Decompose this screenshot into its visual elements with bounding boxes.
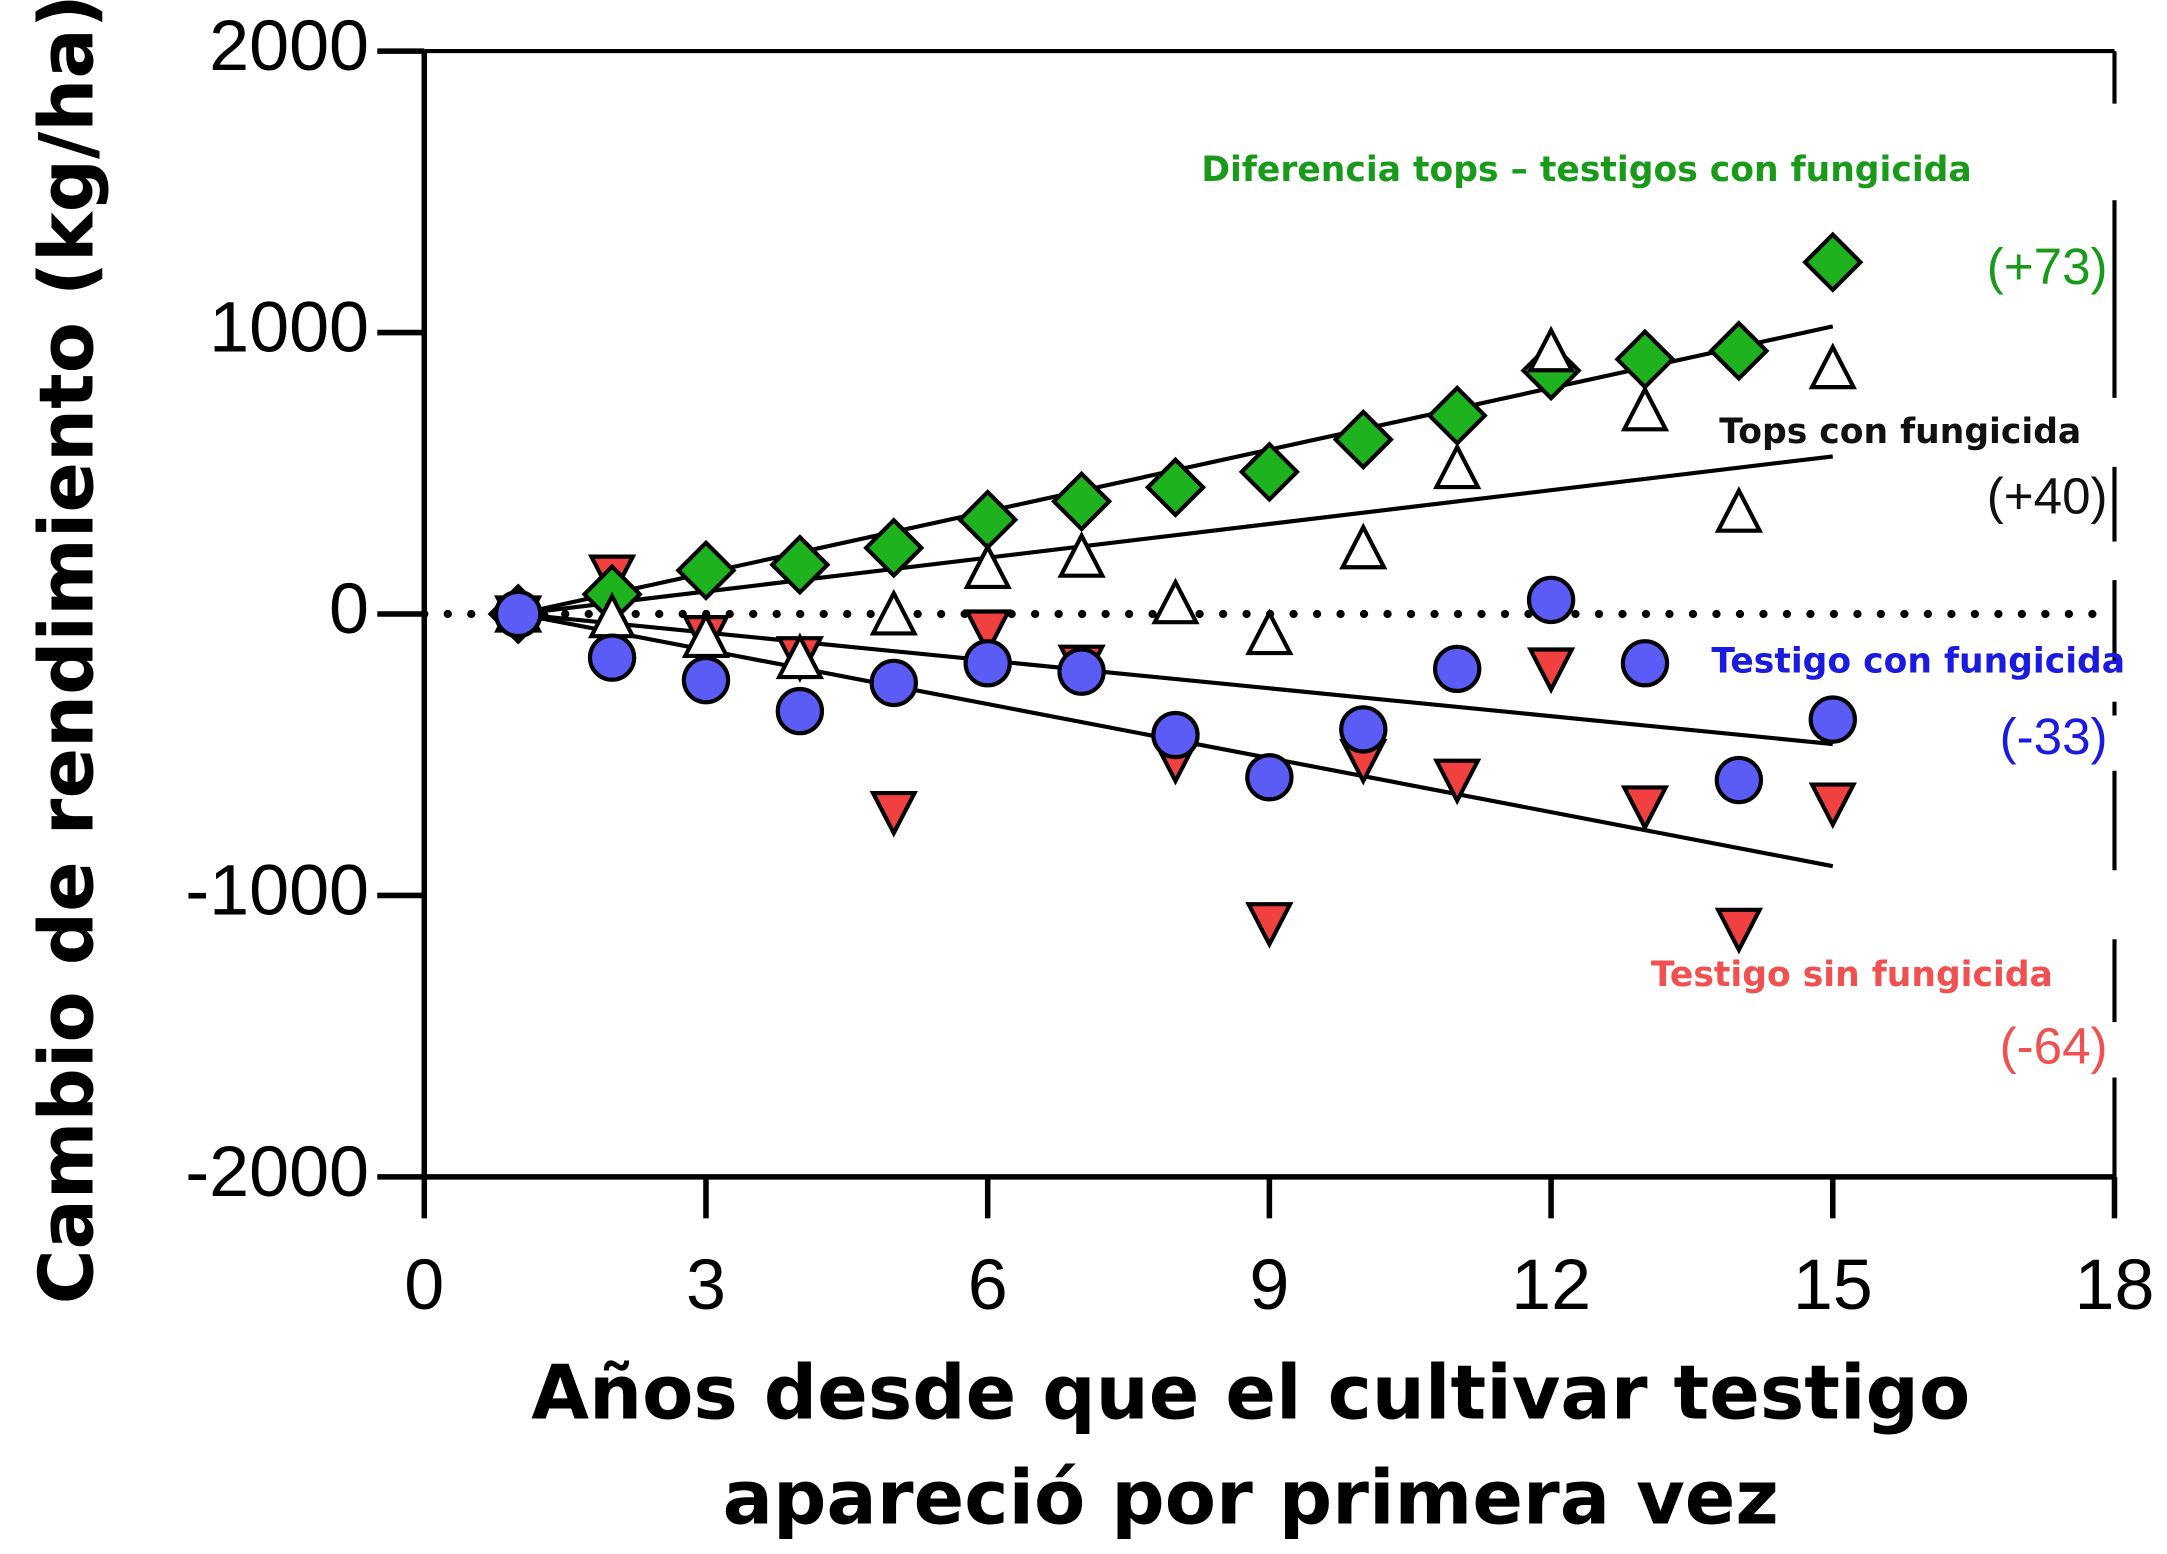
trend-line xyxy=(517,454,1834,617)
point xyxy=(1808,342,1857,390)
point xyxy=(1057,531,1106,578)
y-tick-label: 0 xyxy=(329,569,369,649)
y-tick-label: 1000 xyxy=(209,288,369,368)
point xyxy=(1245,753,1294,802)
x-tick-label: 18 xyxy=(2075,1245,2155,1325)
point xyxy=(957,489,1019,551)
point xyxy=(1238,441,1300,503)
point xyxy=(1433,442,1482,490)
x-tick-label: 6 xyxy=(968,1245,1008,1325)
point xyxy=(1808,782,1857,830)
point xyxy=(1614,328,1676,390)
x-tick-label: 3 xyxy=(686,1245,726,1325)
point xyxy=(681,611,731,658)
point xyxy=(1432,644,1482,694)
point xyxy=(1620,785,1670,832)
point xyxy=(1808,695,1857,744)
point xyxy=(963,542,1012,590)
point xyxy=(1332,408,1394,471)
x-tick-label: 0 xyxy=(404,1245,444,1325)
legend-label: Testigo con fungicida xyxy=(1711,642,2125,682)
point xyxy=(493,589,543,639)
legend-label: Tops con fungicida xyxy=(1719,412,2081,452)
x-axis-title: apareció por primera vez xyxy=(723,1454,1779,1541)
slope-label: (+73) xyxy=(1987,238,2108,295)
point xyxy=(963,609,1012,657)
point xyxy=(1526,575,1576,625)
point xyxy=(1151,710,1200,760)
point xyxy=(1526,325,1576,373)
point xyxy=(869,790,918,838)
legend-label: Testigo sin fungicida xyxy=(1651,955,2053,995)
point xyxy=(675,539,737,601)
point xyxy=(869,658,918,708)
point xyxy=(1708,320,1770,382)
trend-line xyxy=(517,611,1833,747)
x-tick-label: 15 xyxy=(1793,1245,1873,1325)
point xyxy=(1714,486,1764,533)
point xyxy=(1245,608,1294,656)
point xyxy=(1151,577,1200,625)
slope-label: (-33) xyxy=(2000,708,2108,765)
y-axis-title: Cambio de rendimiento (kg/ha) xyxy=(23,0,110,1304)
point xyxy=(869,588,918,636)
point xyxy=(1057,647,1106,696)
point xyxy=(775,686,825,736)
point xyxy=(587,633,637,682)
point xyxy=(1714,755,1764,805)
point xyxy=(1339,522,1388,570)
point xyxy=(1245,902,1294,949)
y-tick-label: -2000 xyxy=(185,1132,369,1212)
point xyxy=(1144,456,1207,518)
point xyxy=(1051,470,1113,532)
y-tick-label: 2000 xyxy=(209,6,369,86)
point xyxy=(1802,231,1864,293)
x-tick-label: 9 xyxy=(1249,1245,1289,1325)
point xyxy=(1526,647,1576,695)
point xyxy=(1714,907,1764,955)
point xyxy=(1426,385,1488,447)
point xyxy=(863,517,925,579)
point xyxy=(681,655,731,705)
legend-label: Diferencia tops – testigos con fungicida xyxy=(1201,150,1971,190)
slope-label: (-64) xyxy=(2000,1017,2108,1074)
y-tick-label: -1000 xyxy=(185,850,369,930)
x-tick-label: 12 xyxy=(1511,1245,1591,1325)
point xyxy=(1433,758,1482,806)
point xyxy=(1620,384,1670,432)
point xyxy=(1339,705,1388,754)
point xyxy=(769,534,831,596)
point xyxy=(1620,639,1670,688)
point xyxy=(775,632,825,680)
x-axis-title: Años desde que el cultivar testigo xyxy=(531,1349,1970,1436)
slope-label: (+40) xyxy=(1987,468,2108,525)
point xyxy=(963,639,1012,688)
